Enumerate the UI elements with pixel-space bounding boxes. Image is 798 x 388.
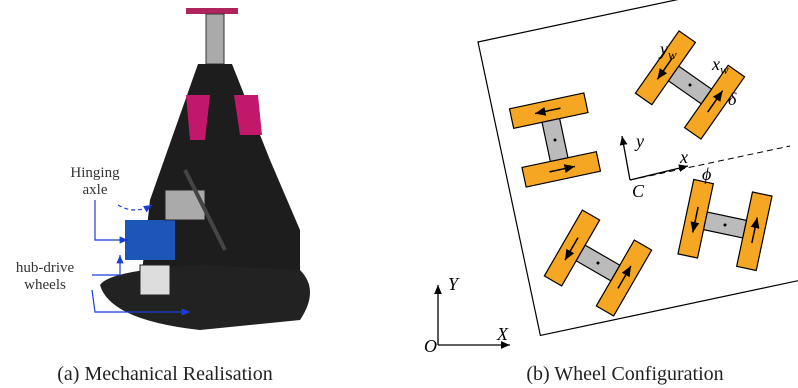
label: δ bbox=[728, 89, 737, 109]
label: xw bbox=[711, 54, 729, 77]
label: x bbox=[679, 147, 688, 167]
annotation: hub-drive bbox=[16, 260, 75, 276]
figure: Hinging axle hub-drive wheels (a) Mechan… bbox=[0, 0, 798, 388]
label: Y bbox=[448, 274, 460, 294]
diagram bbox=[438, 0, 798, 345]
label: O bbox=[424, 336, 437, 356]
label: ϕ bbox=[702, 164, 711, 184]
label: y bbox=[634, 131, 644, 151]
annotation: axle bbox=[83, 182, 108, 198]
label: C bbox=[632, 181, 645, 201]
robot-illustration bbox=[100, 8, 310, 330]
caption: (a) Mechanical Realisation bbox=[57, 363, 272, 385]
annotation: wheels bbox=[24, 277, 66, 293]
annotation: Hinging bbox=[70, 165, 120, 181]
caption: (b) Wheel Configuration bbox=[526, 363, 723, 385]
label: X bbox=[496, 324, 509, 344]
